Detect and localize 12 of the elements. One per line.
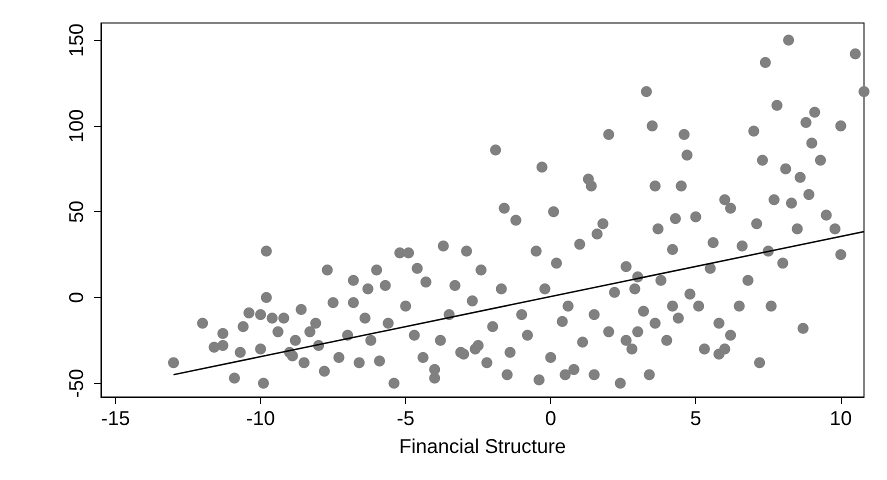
- y-tick-label: -50: [66, 368, 88, 398]
- x-tick-label: 5: [690, 408, 702, 430]
- y-tick-label: 150: [66, 23, 88, 57]
- x-tick-label: -5: [396, 408, 415, 430]
- y-tick-label: 0: [66, 292, 88, 304]
- y-tick-label: 100: [66, 109, 88, 143]
- x-tick-label: 10: [830, 408, 852, 430]
- y-tick-label: 50: [66, 200, 88, 223]
- x-tick-label: 0: [545, 408, 556, 430]
- x-tick-label: -10: [246, 408, 276, 430]
- x-axis-title: Financial Structure: [399, 436, 566, 458]
- x-tick-label: -15: [101, 408, 130, 430]
